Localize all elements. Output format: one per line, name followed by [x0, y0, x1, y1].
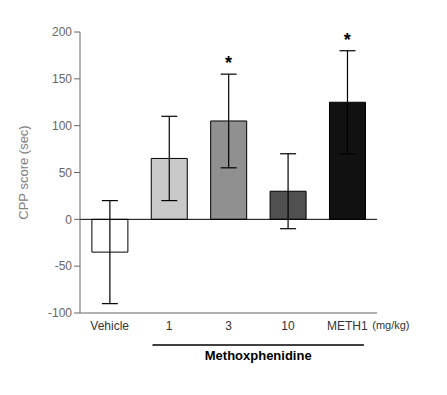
- svg-text:Vehicle: Vehicle: [90, 319, 129, 333]
- svg-text:3: 3: [225, 319, 232, 333]
- svg-text:*: *: [344, 30, 351, 50]
- svg-text:150: 150: [52, 72, 72, 86]
- svg-text:100: 100: [52, 119, 72, 133]
- svg-text:*: *: [225, 53, 232, 73]
- svg-text:METH1: METH1: [327, 319, 368, 333]
- svg-text:1: 1: [166, 319, 173, 333]
- svg-text:CPP score (sec): CPP score (sec): [16, 125, 31, 219]
- svg-text:-50: -50: [55, 259, 73, 273]
- svg-text:10: 10: [281, 319, 295, 333]
- svg-text:50: 50: [59, 166, 73, 180]
- svg-text:-100: -100: [48, 306, 72, 320]
- svg-text:0: 0: [65, 213, 72, 227]
- svg-text:(mg/kg): (mg/kg): [372, 319, 409, 331]
- svg-text:200: 200: [52, 25, 72, 39]
- svg-text:Methoxphenidine: Methoxphenidine: [205, 348, 312, 363]
